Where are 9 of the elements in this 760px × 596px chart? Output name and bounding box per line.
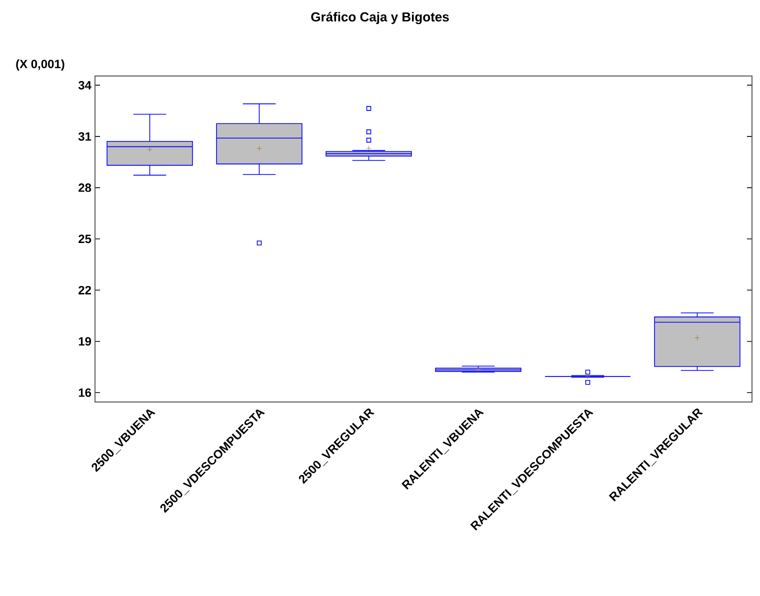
chart-title: Gráfico Caja y Bigotes <box>311 12 449 24</box>
y-tick-label: 22 <box>78 286 91 294</box>
y-tick-label: 16 <box>78 388 92 397</box>
y-tick-label: 28 <box>78 183 92 192</box>
y-tick-label: 25 <box>78 234 92 244</box>
y-tick-label: 31 <box>78 132 92 141</box>
y-tick-label: 19 <box>78 337 92 346</box>
y-tick-label: 34 <box>78 80 92 90</box>
text: (X 0,001) <box>16 59 64 71</box>
